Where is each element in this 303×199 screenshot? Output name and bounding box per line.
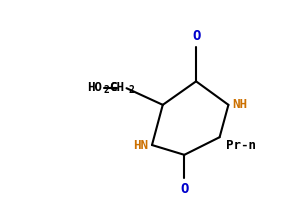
Text: HN: HN — [133, 139, 148, 151]
Text: O: O — [192, 29, 200, 43]
Text: NH: NH — [232, 98, 247, 111]
Text: C: C — [109, 81, 116, 94]
Text: CH: CH — [110, 81, 125, 94]
Text: HO: HO — [87, 81, 102, 94]
Text: O: O — [180, 182, 188, 196]
Text: Pr-n: Pr-n — [226, 139, 256, 151]
Text: 2: 2 — [104, 85, 110, 95]
Text: 2: 2 — [128, 85, 134, 95]
